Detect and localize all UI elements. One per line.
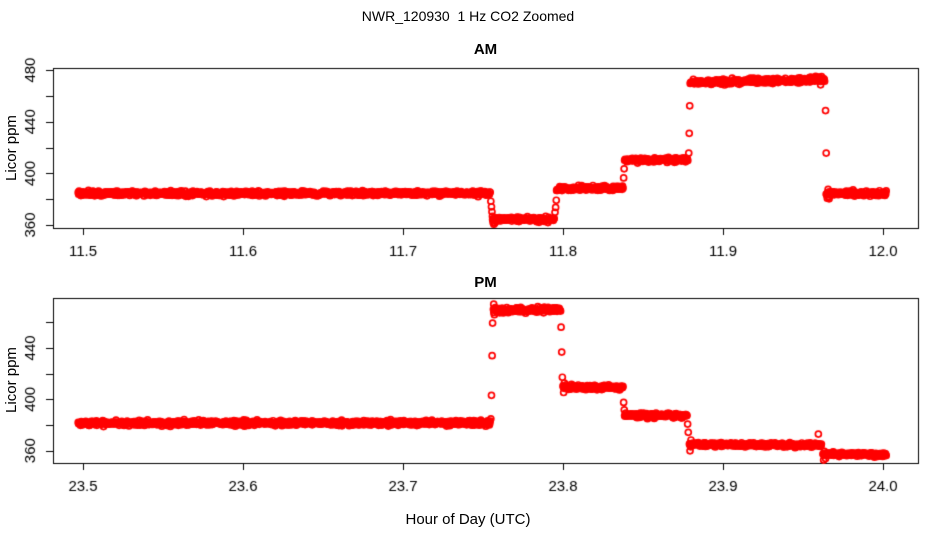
panel-title-am: AM <box>473 41 498 58</box>
y-axis-label-am: Licor ppm <box>3 115 20 181</box>
panel-title-pm: PM <box>474 274 497 291</box>
x-axis-label: Hour of Day (UTC) <box>405 511 531 528</box>
plot-main-title: NWR_120930 1 Hz CO2 Zoomed <box>361 8 575 24</box>
y-axis-label-pm: Licor ppm <box>3 347 20 413</box>
